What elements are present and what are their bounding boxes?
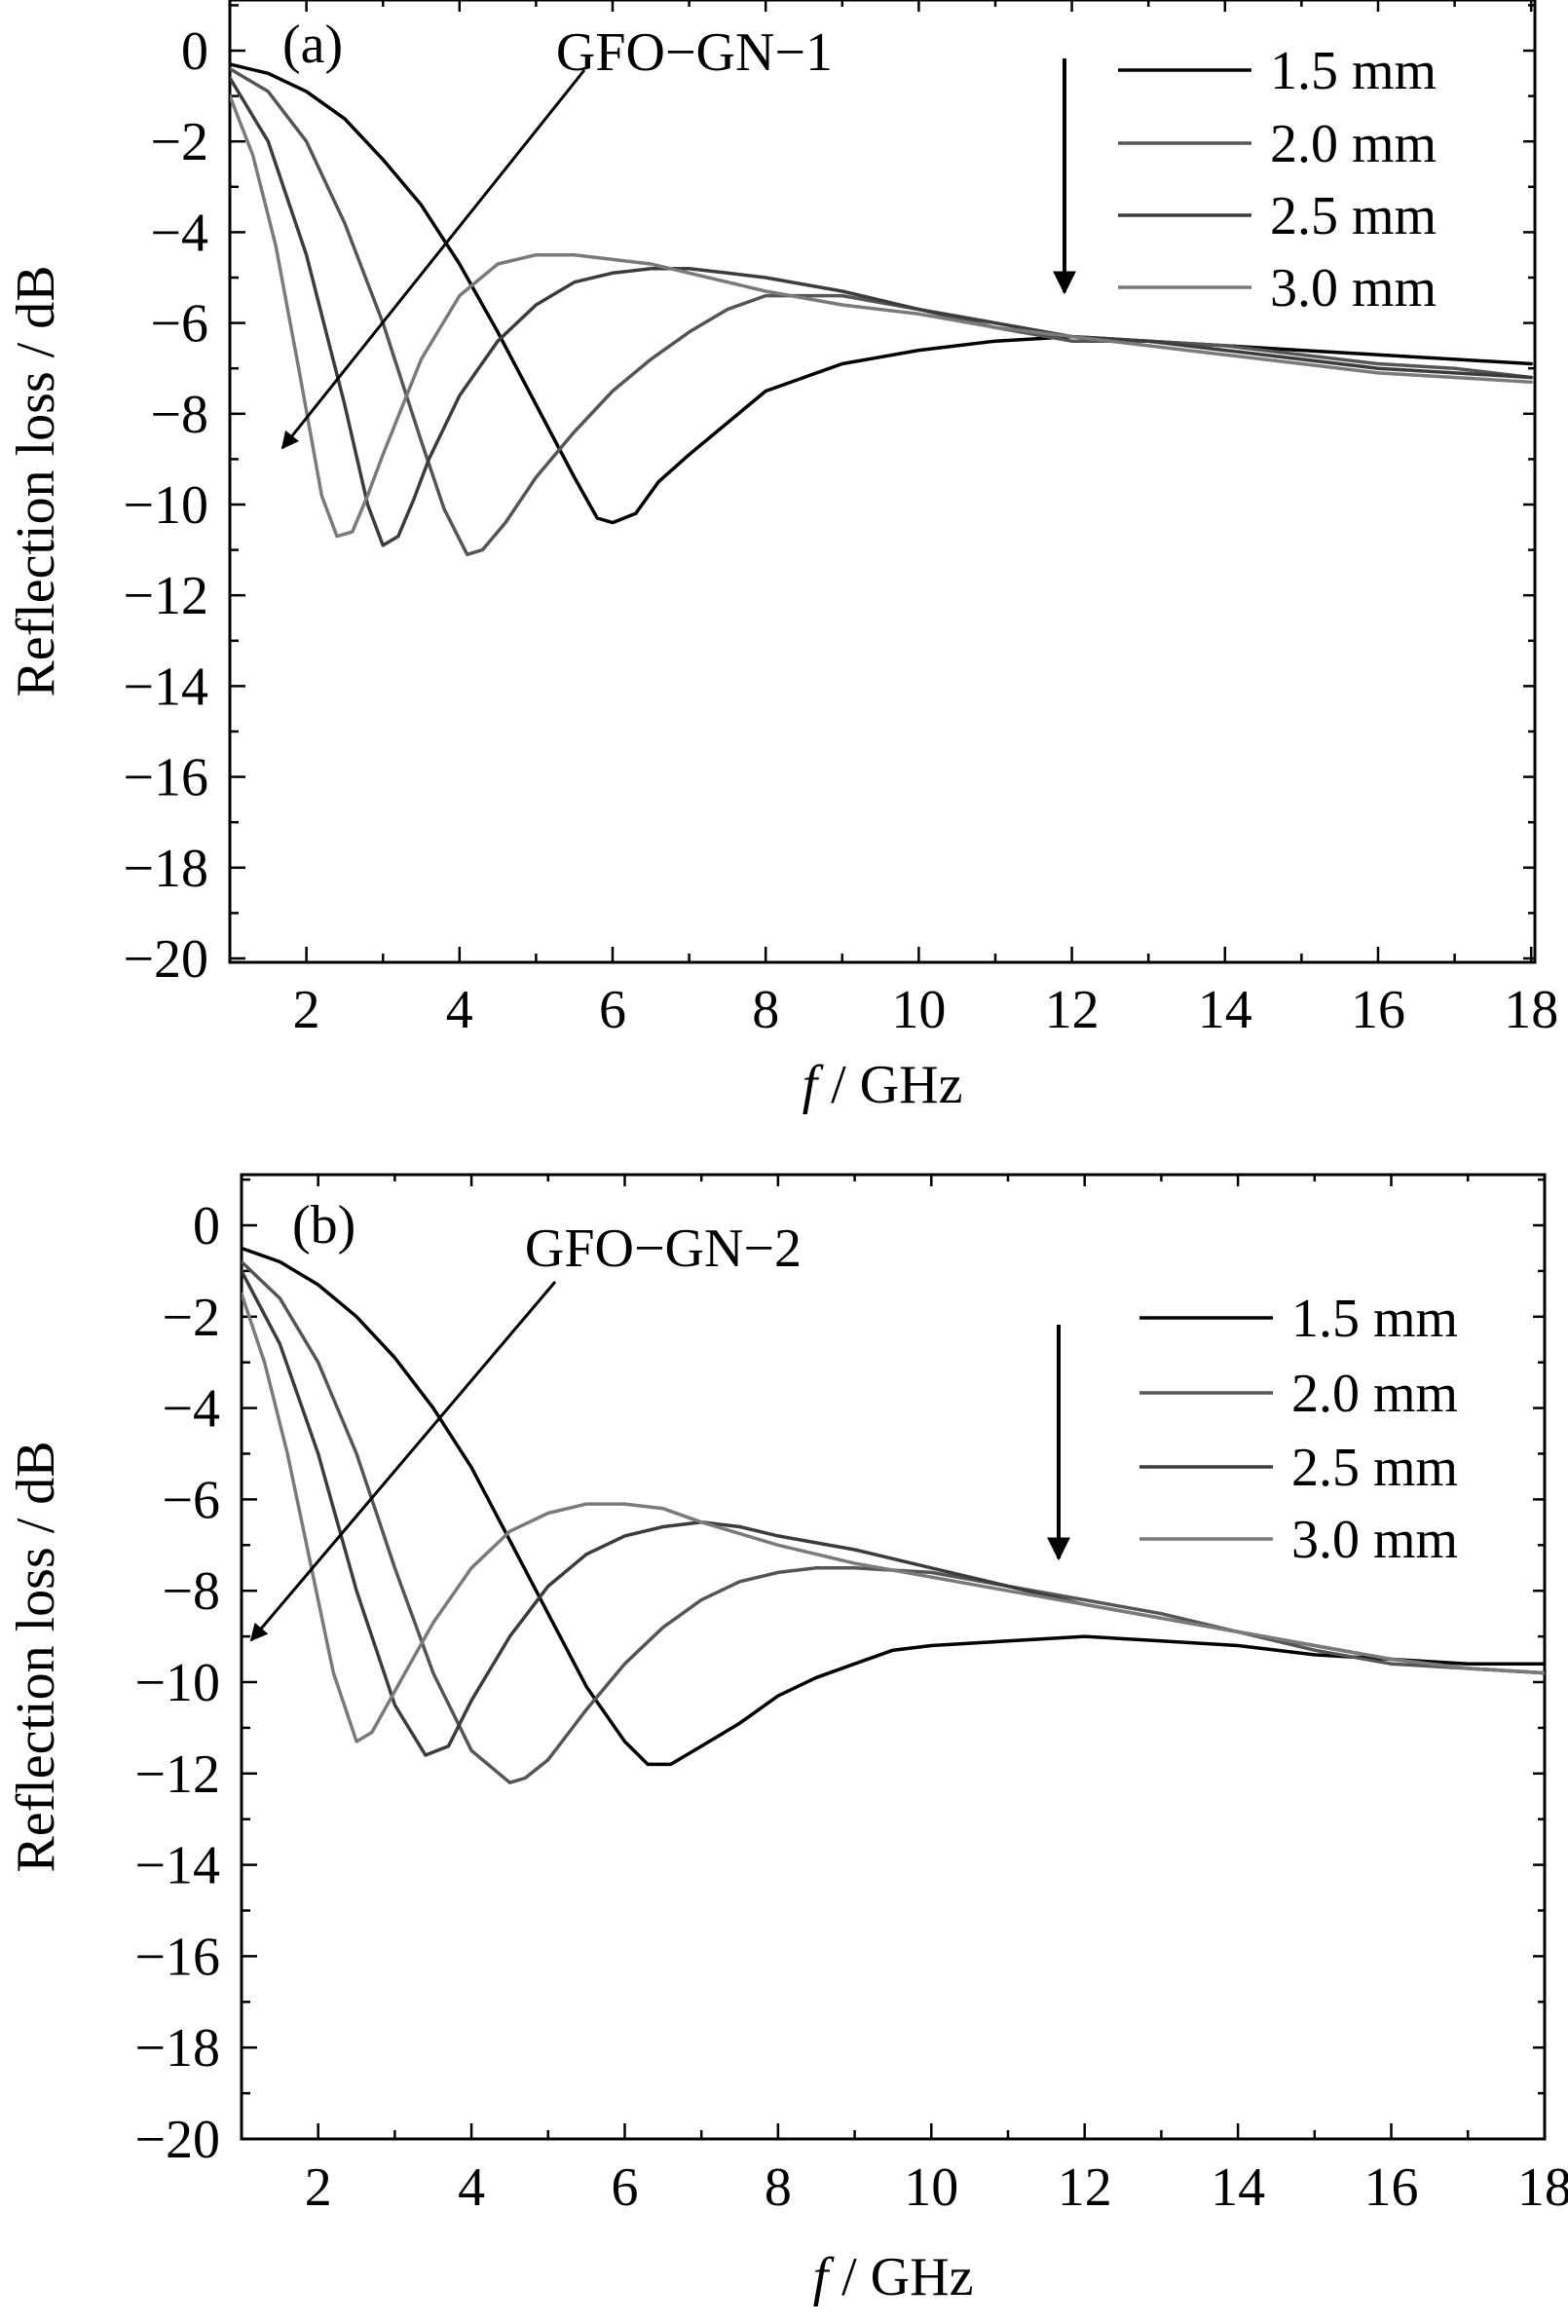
legend-label: 2.5 mm: [1291, 1438, 1458, 1498]
x-tick-label: 18: [1517, 2157, 1568, 2218]
legend: 1.5 mm 2.0 mm 2.5 mm 3.0 mm: [1139, 1289, 1458, 1570]
x-tick-label: 2: [305, 2157, 332, 2218]
x-tick-label: 12: [1058, 2157, 1112, 2218]
x-axis-title: f / GHz: [803, 1055, 963, 1115]
legend-label: 3.0 mm: [1270, 258, 1437, 319]
y-tick-label: −4: [162, 1379, 220, 1440]
legend: 1.5 mm 2.0 mm 2.5 mm 3.0 mm: [1118, 41, 1437, 319]
x-tick-label: 14: [1211, 2157, 1265, 2218]
panel-label: (b): [292, 1195, 355, 1256]
y-axis-title: Reflection loss / dB: [6, 1441, 66, 1872]
y-tick-label: −8: [162, 1561, 220, 1622]
x-axis-title-unit: / GHz: [817, 1055, 962, 1115]
annotation-arrow: [249, 1281, 557, 1642]
series-line-3-0-mm: [242, 1292, 1545, 1743]
legend-label: 2.5 mm: [1270, 186, 1437, 246]
panel-label: (a): [282, 15, 343, 75]
x-tick-label: 4: [458, 2157, 485, 2218]
annotation-arrow: [280, 69, 586, 450]
y-tick-label: −8: [150, 385, 208, 445]
x-tick-label: 16: [1351, 980, 1405, 1040]
y-tick-label: −18: [134, 2018, 220, 2079]
plot-frame: [228, 0, 1537, 964]
y-tick-label: 0: [193, 1196, 220, 1256]
annotation-label: GFO−GN−2: [525, 1218, 802, 1279]
x-tick-label: 8: [765, 2157, 792, 2218]
y-tick-label: −10: [123, 475, 208, 536]
annotation-label: GFO−GN−1: [556, 22, 833, 83]
y-tick-label: −2: [162, 1288, 220, 1348]
x-tick-label: 16: [1364, 2157, 1419, 2218]
x-tick-label: 6: [612, 2157, 639, 2218]
x-tick-label: 4: [446, 980, 473, 1040]
series-line-1-5-mm: [242, 1246, 1545, 1767]
series-group: [230, 62, 1533, 557]
legend-label: 3.0 mm: [1291, 1510, 1458, 1570]
y-tick-label: −20: [134, 2110, 220, 2170]
x-tick-label: 10: [904, 2157, 958, 2218]
chart-panel-b: 0 −2 −4 −6 −8 −10 −12 −14 −16 −18 −20 2 4 6 8 10 12 14 16 1…: [6, 1173, 1568, 2307]
plot-frame: [240, 1173, 1547, 2141]
y-tick-label: −6: [162, 1470, 220, 1530]
legend-label: 1.5 mm: [1270, 41, 1437, 101]
x-tick-label: 6: [599, 980, 626, 1040]
y-tick-label: −14: [123, 656, 208, 717]
legend-label: 1.5 mm: [1291, 1289, 1458, 1349]
y-tick-label: −12: [123, 566, 208, 626]
y-tick-label: −2: [150, 112, 208, 172]
legend-label: 2.0 mm: [1270, 114, 1437, 174]
series-line-2-0-mm: [230, 66, 1533, 557]
x-tick-label: 18: [1504, 980, 1558, 1040]
y-tick-label: −6: [150, 294, 208, 355]
x-tick-label: 12: [1045, 980, 1100, 1040]
x-tick-label: 8: [752, 980, 779, 1040]
y-tick-label: −4: [150, 203, 208, 263]
x-axis-title: f / GHz: [813, 2247, 974, 2307]
x-axis-title-unit: / GHz: [828, 2247, 973, 2307]
chart-panel-a: 0 −2 −4 −6 −8 −10 −12 −14 −16 −18 −20 2 4 6 8 10 12 14 16 1…: [6, 0, 1558, 1115]
y-tick-label: −12: [134, 1744, 220, 1805]
y-tick-label: −20: [123, 929, 208, 990]
y-axis-title: Reflection loss / dB: [6, 265, 66, 696]
x-tick-label: 14: [1198, 980, 1252, 1040]
y-tick-label: −18: [123, 839, 208, 899]
series-line-2-5-mm: [230, 76, 1533, 547]
y-tick-label: −14: [134, 1836, 220, 1896]
x-tick-label: 10: [891, 980, 946, 1040]
y-tick-label: −16: [123, 748, 208, 808]
y-tick-label: −16: [134, 1927, 220, 1987]
y-tick-label: 0: [181, 21, 208, 82]
series-group: [242, 1246, 1545, 1784]
x-tick-label: 2: [293, 980, 320, 1040]
legend-label: 2.0 mm: [1291, 1364, 1458, 1424]
y-tick-label: −10: [134, 1653, 220, 1713]
series-line-3-0-mm: [230, 94, 1533, 539]
